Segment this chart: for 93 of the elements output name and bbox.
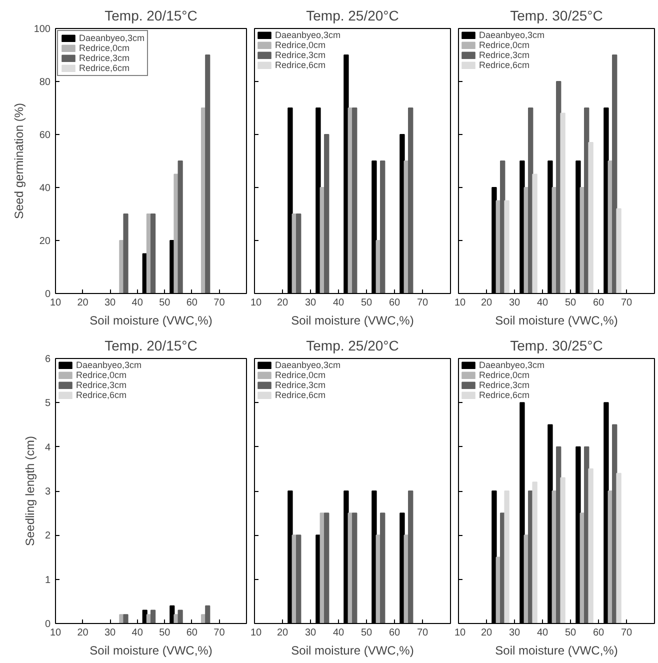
x-tick-label: 30 xyxy=(104,628,116,638)
x-tick-label: 50 xyxy=(564,628,576,638)
x-tick-label: 70 xyxy=(214,298,226,308)
y-tick-label: 0 xyxy=(44,289,51,300)
legend-label: Daeanbyeo,3cm xyxy=(479,30,545,40)
x-tick-label: 50 xyxy=(159,628,171,638)
legend-label: Redrice,0cm xyxy=(79,43,130,53)
y-tick-label: 4 xyxy=(44,442,51,454)
legend-label: Redrice,6cm xyxy=(275,60,326,70)
legend-label: Redrice,6cm xyxy=(76,390,127,400)
y-tick-label: 1 xyxy=(44,574,51,586)
legend-label: Redrice,0cm xyxy=(479,370,530,380)
x-tick-label: 70 xyxy=(416,298,428,308)
chart-title: Temp. 25/20°C xyxy=(306,338,399,354)
x-tick-label: 30 xyxy=(304,628,316,638)
legend-label: Daeanbyeo,3cm xyxy=(275,360,341,370)
x-axis-title: Soil moisture (VWC,%) xyxy=(495,314,618,328)
y-tick-label: 80 xyxy=(39,77,51,88)
x-tick-label: 60 xyxy=(388,628,400,638)
x-tick-label: 30 xyxy=(304,298,316,308)
x-tick-label: 20 xyxy=(480,298,492,308)
legend-label: Redrice,0cm xyxy=(275,40,326,50)
x-tick-label: 10 xyxy=(454,298,466,308)
chart-title: Temp. 30/25°C xyxy=(510,8,603,24)
legend-label: Redrice,0cm xyxy=(479,40,530,50)
x-tick-label: 60 xyxy=(592,298,604,308)
legend-label: Redrice,3cm xyxy=(275,50,326,60)
legend-label: Redrice,6cm xyxy=(275,390,326,400)
x-axis-title: Soil moisture (VWC,%) xyxy=(90,314,212,328)
x-tick-label: 20 xyxy=(276,298,288,308)
x-tick-label: 20 xyxy=(480,628,492,638)
x-tick-label: 70 xyxy=(214,628,226,638)
y-tick-label: 100 xyxy=(34,24,51,35)
x-tick-label: 40 xyxy=(332,298,344,308)
legend-label: Daeanbyeo,3cm xyxy=(76,360,142,370)
y-tick-label: 20 xyxy=(39,236,51,247)
x-axis-title: Soil moisture (VWC,%) xyxy=(495,644,618,658)
chart-title: Temp. 25/20°C xyxy=(306,8,399,24)
x-tick-label: 60 xyxy=(186,298,198,308)
legend-label: Redrice,6cm xyxy=(479,390,530,400)
y-tick-label: 6 xyxy=(44,354,51,365)
x-axis-title: Soil moisture (VWC,%) xyxy=(90,644,212,658)
legend-label: Daeanbyeo,3cm xyxy=(79,33,145,43)
legend-label: Redrice,3cm xyxy=(79,53,130,63)
x-tick-label: 60 xyxy=(388,298,400,308)
legend-label: Redrice,6cm xyxy=(479,60,530,70)
x-tick-label: 40 xyxy=(132,628,144,638)
chart-title: Temp. 20/15°C xyxy=(104,338,198,354)
x-tick-label: 10 xyxy=(250,298,262,308)
x-axis-title: Soil moisture (VWC,%) xyxy=(291,314,414,328)
x-tick-label: 70 xyxy=(620,628,632,638)
legend-label: Daeanbyeo,3cm xyxy=(275,30,341,40)
x-tick-label: 20 xyxy=(276,628,288,638)
legend-label: Redrice,3cm xyxy=(479,50,530,60)
x-tick-label: 60 xyxy=(186,628,198,638)
legend-label: Redrice,3cm xyxy=(479,380,530,390)
x-tick-label: 10 xyxy=(454,628,466,638)
x-tick-label: 50 xyxy=(360,298,372,308)
legend-label: Redrice,3cm xyxy=(275,380,326,390)
legend-label: Redrice,6cm xyxy=(79,63,130,73)
x-tick-label: 10 xyxy=(50,628,62,638)
y-tick-label: 60 xyxy=(39,130,51,141)
legend-label: Daeanbyeo,3cm xyxy=(479,360,545,370)
x-tick-label: 40 xyxy=(536,298,548,308)
x-tick-label: 50 xyxy=(159,298,171,308)
x-tick-label: 40 xyxy=(536,628,548,638)
chart-title: Temp. 30/25°C xyxy=(510,338,603,354)
y-tick-label: 40 xyxy=(39,183,51,194)
x-tick-label: 10 xyxy=(50,298,62,308)
x-tick-label: 40 xyxy=(132,298,144,308)
x-tick-label: 20 xyxy=(77,628,89,638)
x-tick-label: 30 xyxy=(104,298,116,308)
y-tick-label: 3 xyxy=(44,486,51,498)
x-tick-label: 30 xyxy=(508,298,520,308)
y-tick-label: 0 xyxy=(44,619,51,630)
x-tick-label: 30 xyxy=(508,628,520,638)
x-tick-label: 40 xyxy=(332,628,344,638)
y-tick-label: 5 xyxy=(44,398,51,410)
x-tick-label: 50 xyxy=(564,298,576,308)
x-tick-label: 70 xyxy=(416,628,428,638)
x-tick-label: 50 xyxy=(360,628,372,638)
x-tick-label: 70 xyxy=(620,298,632,308)
x-tick-label: 10 xyxy=(250,628,262,638)
y-axis-title: Seed germination (%) xyxy=(12,102,26,220)
x-axis-title: Soil moisture (VWC,%) xyxy=(291,644,414,658)
legend-label: Redrice,0cm xyxy=(275,370,326,380)
y-tick-label: 2 xyxy=(44,530,51,542)
y-axis-title: Seedling length (cm) xyxy=(22,436,37,546)
legend-label: Redrice,3cm xyxy=(76,380,127,390)
chart-title: Temp. 20/15°C xyxy=(104,8,198,24)
legend-label: Redrice,0cm xyxy=(76,370,127,380)
x-tick-label: 20 xyxy=(77,298,89,308)
x-tick-label: 60 xyxy=(592,628,604,638)
